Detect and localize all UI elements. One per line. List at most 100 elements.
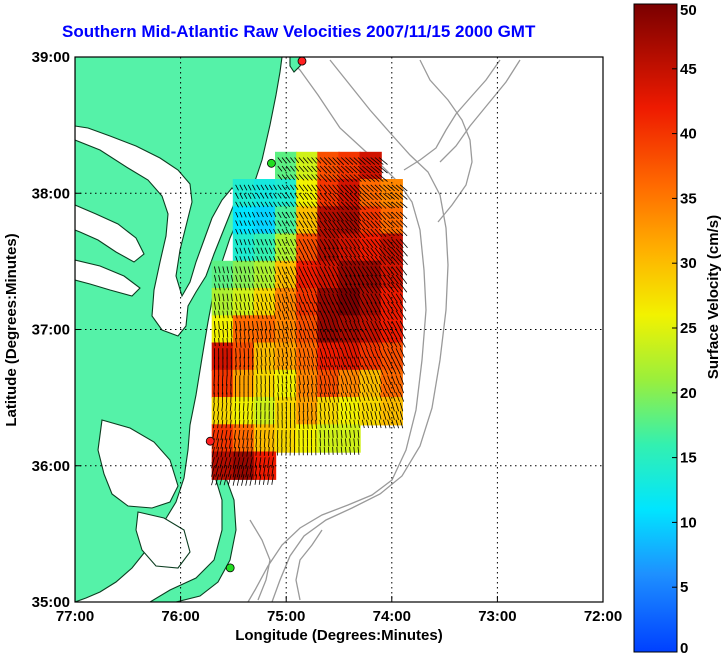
velocity-arrow xyxy=(336,365,341,376)
velocity-arrow xyxy=(256,247,260,254)
velocity-arrow xyxy=(345,247,353,258)
velocity-arrow xyxy=(328,184,336,193)
velocity-arrow xyxy=(387,383,392,394)
velocity-arrow xyxy=(349,255,357,266)
velocity-arrow xyxy=(251,419,253,428)
velocity-arrow xyxy=(264,329,268,340)
velocity-arrow xyxy=(319,429,321,438)
velocity-arrow xyxy=(323,247,331,258)
velocity-arrow xyxy=(239,184,244,191)
velocity-arrow xyxy=(336,266,343,277)
velocity-arrow xyxy=(391,201,400,209)
velocity-arrow xyxy=(260,184,265,191)
velocity-arrow xyxy=(218,329,220,338)
velocity-arrow xyxy=(306,302,312,313)
velocity-arrow xyxy=(247,266,251,274)
velocity-arrow xyxy=(238,402,241,411)
velocity-arrow xyxy=(366,220,374,229)
velocity-cell xyxy=(232,260,256,290)
velocity-arrow xyxy=(332,356,336,368)
velocity-arrow xyxy=(366,184,374,192)
velocity-arrow xyxy=(226,320,229,330)
velocity-arrow xyxy=(281,337,285,348)
velocity-arrow xyxy=(357,438,360,447)
velocity-arrow xyxy=(387,247,396,257)
velocity-arrow xyxy=(345,402,348,411)
velocity-arrow xyxy=(277,348,280,358)
velocity-arrow xyxy=(357,228,366,239)
velocity-arrow xyxy=(311,201,317,209)
velocity-arrow xyxy=(241,474,245,486)
velocity-cell xyxy=(211,397,234,426)
velocity-arrow xyxy=(374,310,381,321)
velocity-arrow xyxy=(290,302,294,312)
velocity-arrow xyxy=(319,375,323,386)
velocity-arrow xyxy=(243,411,245,420)
velocity-arrow xyxy=(242,429,245,440)
velocity-cell xyxy=(211,451,234,480)
velocity-arrow xyxy=(349,201,358,211)
velocity-cell xyxy=(232,179,256,208)
velocity-arrow xyxy=(250,438,253,449)
velocity-arrow xyxy=(315,383,318,394)
velocity-arrow xyxy=(383,392,388,402)
velocity-arrow xyxy=(281,157,287,164)
velocity-arrow xyxy=(311,293,316,304)
velocity-arrow xyxy=(328,283,334,294)
velocity-arrow xyxy=(374,302,381,313)
velocity-arrow xyxy=(260,211,264,218)
velocity-arrow xyxy=(264,293,268,303)
velocity-arrow xyxy=(219,457,224,469)
velocity-arrow xyxy=(319,174,328,183)
velocity-arrow xyxy=(383,337,389,348)
velocity-arrow xyxy=(353,211,362,222)
velocity-arrow xyxy=(285,365,289,375)
velocity-arrow xyxy=(252,329,255,340)
velocity-arrow xyxy=(247,283,251,291)
velocity-arrow xyxy=(332,193,340,202)
velocity-arrow xyxy=(264,256,268,263)
velocity-arrow xyxy=(220,429,224,441)
velocity-arrow xyxy=(247,320,250,331)
velocity-arrow xyxy=(226,383,228,395)
velocity-arrow xyxy=(302,402,305,412)
velocity-arrow xyxy=(285,174,291,181)
velocity-arrow xyxy=(353,392,357,402)
velocity-arrow xyxy=(353,348,358,359)
velocity-arrow xyxy=(374,375,378,385)
velocity-arrow xyxy=(213,419,215,429)
velocity-arrow xyxy=(328,228,336,239)
velocity-arrow xyxy=(281,320,285,331)
velocity-arrow xyxy=(349,157,358,165)
velocity-arrow xyxy=(357,329,363,341)
velocity-arrow xyxy=(285,329,289,339)
velocity-arrow xyxy=(277,310,282,320)
velocity-arrow xyxy=(235,239,239,246)
velocity-arrow xyxy=(328,392,331,403)
velocity-arrow xyxy=(319,446,321,455)
velocity-cell xyxy=(338,206,361,235)
velocity-arrow xyxy=(357,201,366,211)
velocity-arrow xyxy=(319,266,326,277)
velocity-arrow xyxy=(298,201,305,209)
velocity-arrow xyxy=(353,429,356,438)
y-tick-label: 36:00 xyxy=(32,458,70,475)
velocity-arrow xyxy=(345,320,351,332)
velocity-arrow xyxy=(302,157,309,164)
velocity-arrow xyxy=(222,302,225,310)
velocity-arrow xyxy=(366,348,371,359)
velocity-arrow xyxy=(264,348,267,358)
velocity-arrow xyxy=(357,356,362,368)
velocity-arrow xyxy=(361,402,365,412)
velocity-arrow xyxy=(391,228,399,237)
velocity-arrow xyxy=(340,283,348,294)
velocity-arrow xyxy=(306,201,313,209)
velocity-arrow xyxy=(273,283,277,291)
velocity-arrow xyxy=(336,165,345,174)
velocity-arrow xyxy=(247,365,250,376)
velocity-arrow xyxy=(259,446,262,456)
velocity-arrow xyxy=(366,283,374,294)
velocity-arrow xyxy=(234,402,236,411)
velocity-arrow xyxy=(357,392,361,402)
velocity-arrow xyxy=(374,274,382,285)
